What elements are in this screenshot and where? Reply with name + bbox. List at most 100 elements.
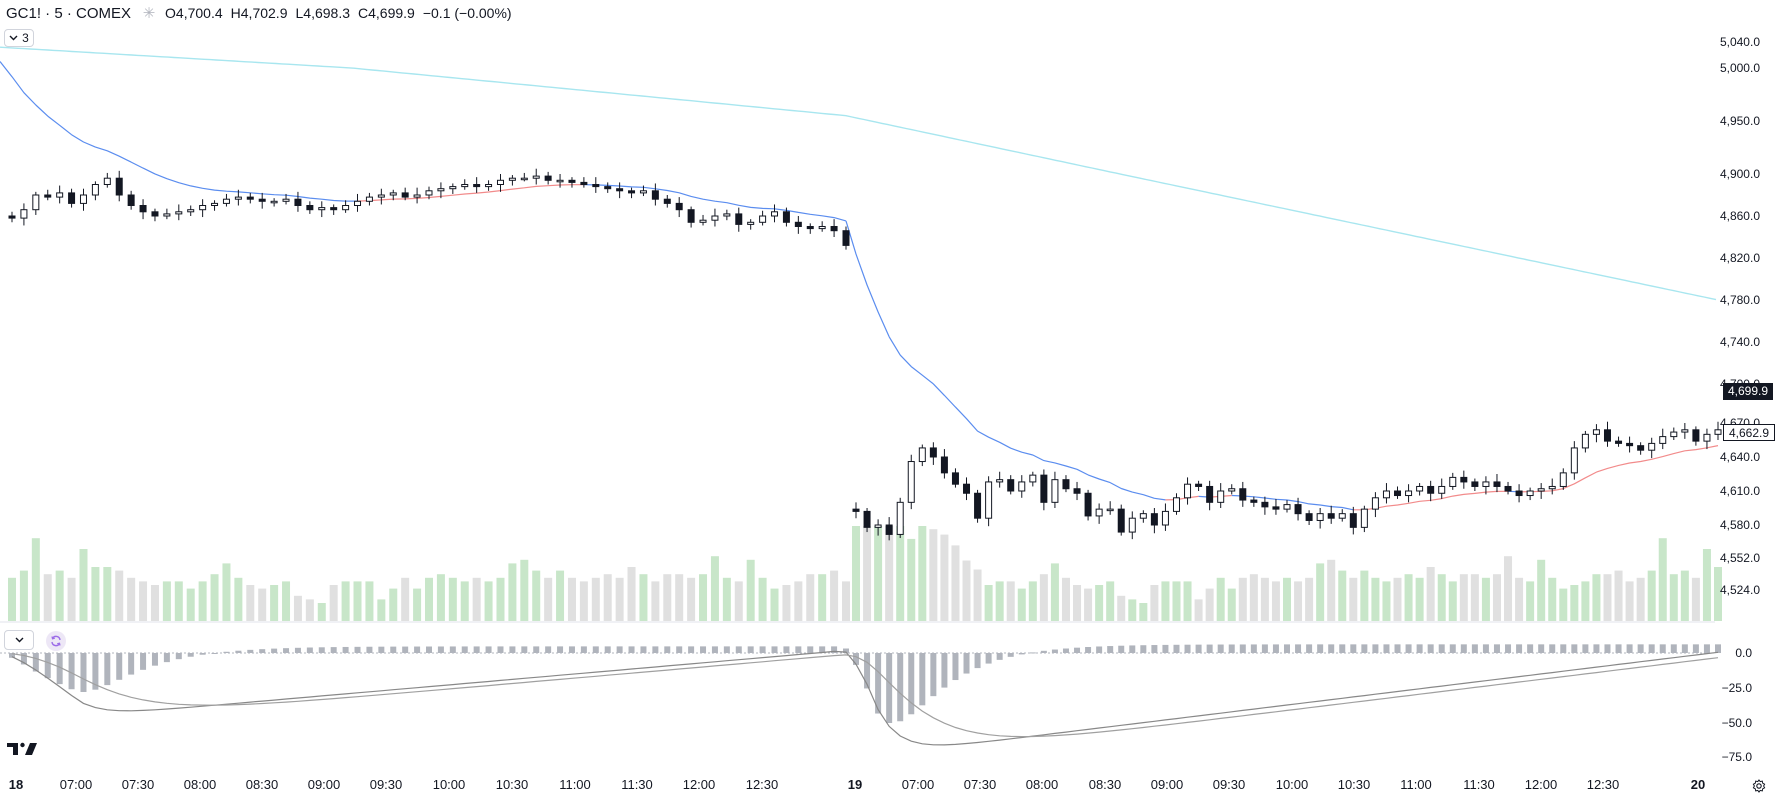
volume-bar [210,574,219,621]
volume-bar [43,574,52,621]
candle-body [794,221,802,228]
volume-bar [1504,556,1513,621]
volume-bar [1183,581,1192,621]
refresh-button[interactable] [46,631,66,651]
legend-header: GC1! · 5 · COMEX ✳ O 4,700.4 H 4,702.9 L 4,… [6,4,512,23]
candle-body [568,179,576,183]
high-value: 4,702.9 [240,5,288,21]
price-axis-tick-label: 4,580.0 [1720,518,1760,532]
candle-body [651,190,659,200]
time-axis-tick-label: 10:00 [1276,777,1309,792]
tradingview-logo-icon[interactable] [7,741,39,757]
volume-bar [1349,577,1358,621]
macd-histogram-bar [1040,650,1047,653]
macd-histogram-bar [807,646,814,653]
macd-histogram-bar [318,647,325,653]
macd-histogram-bar [875,653,882,714]
volume-bar [484,581,493,621]
time-axis-tick-label: 11:30 [621,777,653,792]
candle-body [1305,513,1313,521]
time-axis-tick-label: 08:00 [184,777,217,792]
macd-histogram-bar [1582,644,1589,653]
candle-body [199,205,207,211]
time-axis-tick-label: 07:00 [60,777,93,792]
candle-body [1394,490,1402,497]
macd-histogram-bar [1272,644,1279,653]
macd-histogram-bar [1217,644,1224,653]
volume-bar [1327,559,1336,621]
macd-histogram-bar [1206,644,1213,653]
volume-bar [1161,581,1170,621]
candle-body [1073,488,1081,494]
candle-body [1603,429,1611,442]
price-axis-tick-label: 4,740.0 [1720,335,1760,349]
price-axis-tick-label: 4,900.0 [1720,167,1760,181]
macd-histogram-bar [1659,644,1666,653]
macd-histogram-bar [235,650,242,653]
time-axis-tick-label: 09:30 [1213,777,1246,792]
volume-bar [496,577,505,621]
fast-moving-average-line-above [357,184,1719,511]
macd-histogram-bar [116,653,123,680]
macd-histogram-bar [1140,645,1147,653]
macd-histogram-bar [1560,644,1567,653]
candle-body [1416,485,1424,492]
macd-histogram-bar [1637,644,1644,653]
candle-body [1029,474,1037,483]
volume-bar [79,549,88,621]
fast-moving-average-line [0,61,1520,511]
time-axis: 18 07:00 07:30 08:00 08:30 09:00 09:30 10:00 10:… [9,777,1705,792]
volume-bar [615,577,624,621]
macd-histogram-bar [390,646,397,653]
volume-bar [1338,570,1347,621]
macd-histogram-bar [1261,644,1268,653]
candle-body [1294,504,1302,515]
volume-bar [929,529,938,621]
macd-histogram-bar [676,646,683,653]
macd-histogram-bar [1527,644,1534,653]
gear-icon[interactable] [1752,779,1766,793]
candle-body [1327,513,1335,519]
macd-histogram-bar [44,653,51,679]
indicators-toggle-button[interactable]: 3 [4,29,34,47]
macd-axis-tick-label: 0.0 [1735,646,1752,660]
price-axis-tick-label: 4,552.0 [1720,551,1760,565]
volume-bar [1227,588,1236,621]
macd-histogram-bar [1074,647,1081,653]
volume-bar [186,588,195,621]
open-value: 4,700.4 [175,5,223,21]
macd-histogram-bar [271,648,278,653]
symbol-title[interactable]: GC1! · 5 · COMEX [6,4,132,22]
macd-histogram-bar [1151,645,1158,653]
time-axis-tick-label: 07:30 [964,777,997,792]
candle-body [79,194,87,204]
volume-bar [508,563,517,621]
candle-body [32,194,40,211]
macd-histogram-bar [1085,647,1092,653]
volume-bar [591,577,600,621]
macd-histogram-bar [1383,644,1390,653]
candle-body [1117,508,1125,533]
macd-histogram-bar [1648,644,1655,653]
volume-bar [329,585,338,621]
last-price-tag: 4,699.9 [1723,383,1774,400]
candle-body [628,190,636,194]
slow-moving-average-line [0,46,1717,301]
candle-body [1272,506,1280,510]
candle-body [508,177,516,181]
macd-pane-toggle-button[interactable] [4,630,34,650]
volume-bar [234,577,243,621]
candle-body [1172,497,1180,512]
volume-bar [436,574,445,621]
candle-body [896,501,904,535]
time-axis-tick-label: 11:30 [1463,777,1495,792]
volume-bar [1106,581,1115,621]
low-label: L [295,5,304,21]
macd-histogram-bar [294,647,301,653]
volume-bar [1526,581,1535,621]
volume-bar [1249,574,1258,621]
macd-histogram-bar [1703,644,1710,653]
volume-bar [639,574,648,621]
price-axis-tick-label: 4,860.0 [1720,209,1760,223]
